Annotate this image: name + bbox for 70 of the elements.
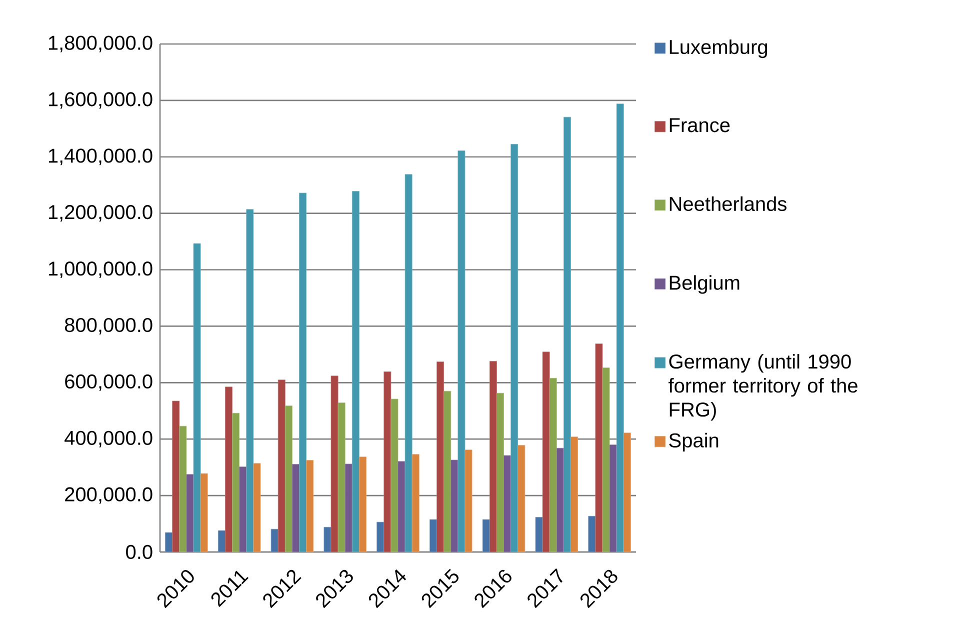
y-tick-label: 1,800,000.0 <box>48 36 152 52</box>
bar <box>412 454 420 552</box>
bar <box>278 380 286 552</box>
bar <box>430 519 437 552</box>
bar <box>344 464 352 552</box>
bar <box>179 426 187 552</box>
bar <box>330 376 338 552</box>
bar <box>556 448 564 552</box>
y-tick-label: 0.0 <box>126 544 152 560</box>
bar <box>218 530 226 552</box>
bar <box>384 371 392 552</box>
bar <box>404 174 412 552</box>
bar <box>616 104 624 552</box>
bar <box>359 456 366 552</box>
bar <box>284 406 292 552</box>
legend-label: Germany (until 1990 former territory of the FRG) <box>668 354 858 421</box>
bar <box>232 412 240 552</box>
legend-label: Belgium <box>670 275 740 294</box>
legend-label: France <box>670 118 730 132</box>
bar <box>246 209 254 552</box>
bar <box>306 460 314 552</box>
bar <box>564 116 571 552</box>
bar <box>338 402 346 552</box>
y-tick-label: 1,000,000.0 <box>48 262 152 278</box>
bar <box>352 191 360 552</box>
bar <box>489 361 497 552</box>
bar <box>376 522 384 552</box>
bar <box>570 436 578 552</box>
bar <box>299 192 307 552</box>
bar <box>193 243 201 552</box>
bar <box>172 400 180 552</box>
bar <box>496 392 504 552</box>
bar <box>186 474 194 552</box>
bar <box>595 344 603 552</box>
bar <box>504 455 512 552</box>
bar <box>510 144 518 552</box>
bar <box>535 517 543 552</box>
y-tick-label: 800,000.0 <box>64 318 152 334</box>
y-tick-label: 1,400,000.0 <box>48 148 152 166</box>
bar <box>609 444 617 552</box>
bar <box>239 466 247 552</box>
y-tick-label: 600,000.0 <box>65 374 152 391</box>
bar <box>623 432 631 552</box>
bar <box>436 362 444 552</box>
bar <box>602 368 610 552</box>
bar <box>450 460 458 552</box>
bar <box>200 473 208 552</box>
bar <box>542 352 550 552</box>
bar <box>225 386 232 552</box>
bar <box>324 526 332 552</box>
y-tick-label: 1,600,000.0 <box>48 92 152 109</box>
bar <box>482 519 490 552</box>
bar <box>518 445 526 552</box>
legend-label: Neetherlands <box>670 196 786 212</box>
y-tick-label: 1,200,000.0 <box>48 205 152 222</box>
bar <box>464 450 472 552</box>
bar <box>270 528 278 552</box>
bar <box>588 516 596 552</box>
bar <box>458 150 466 552</box>
bar <box>390 398 398 552</box>
bar <box>549 378 557 552</box>
bar <box>444 390 452 552</box>
bar <box>292 464 300 552</box>
bar <box>253 463 261 552</box>
legend-label: Luxemburg <box>670 39 768 58</box>
y-tick-label: 400,000.0 <box>64 430 152 448</box>
legend-label: Spain <box>669 432 718 452</box>
bar <box>398 461 406 552</box>
bar <box>165 532 173 552</box>
y-tick-label: 200,000.0 <box>65 487 152 504</box>
